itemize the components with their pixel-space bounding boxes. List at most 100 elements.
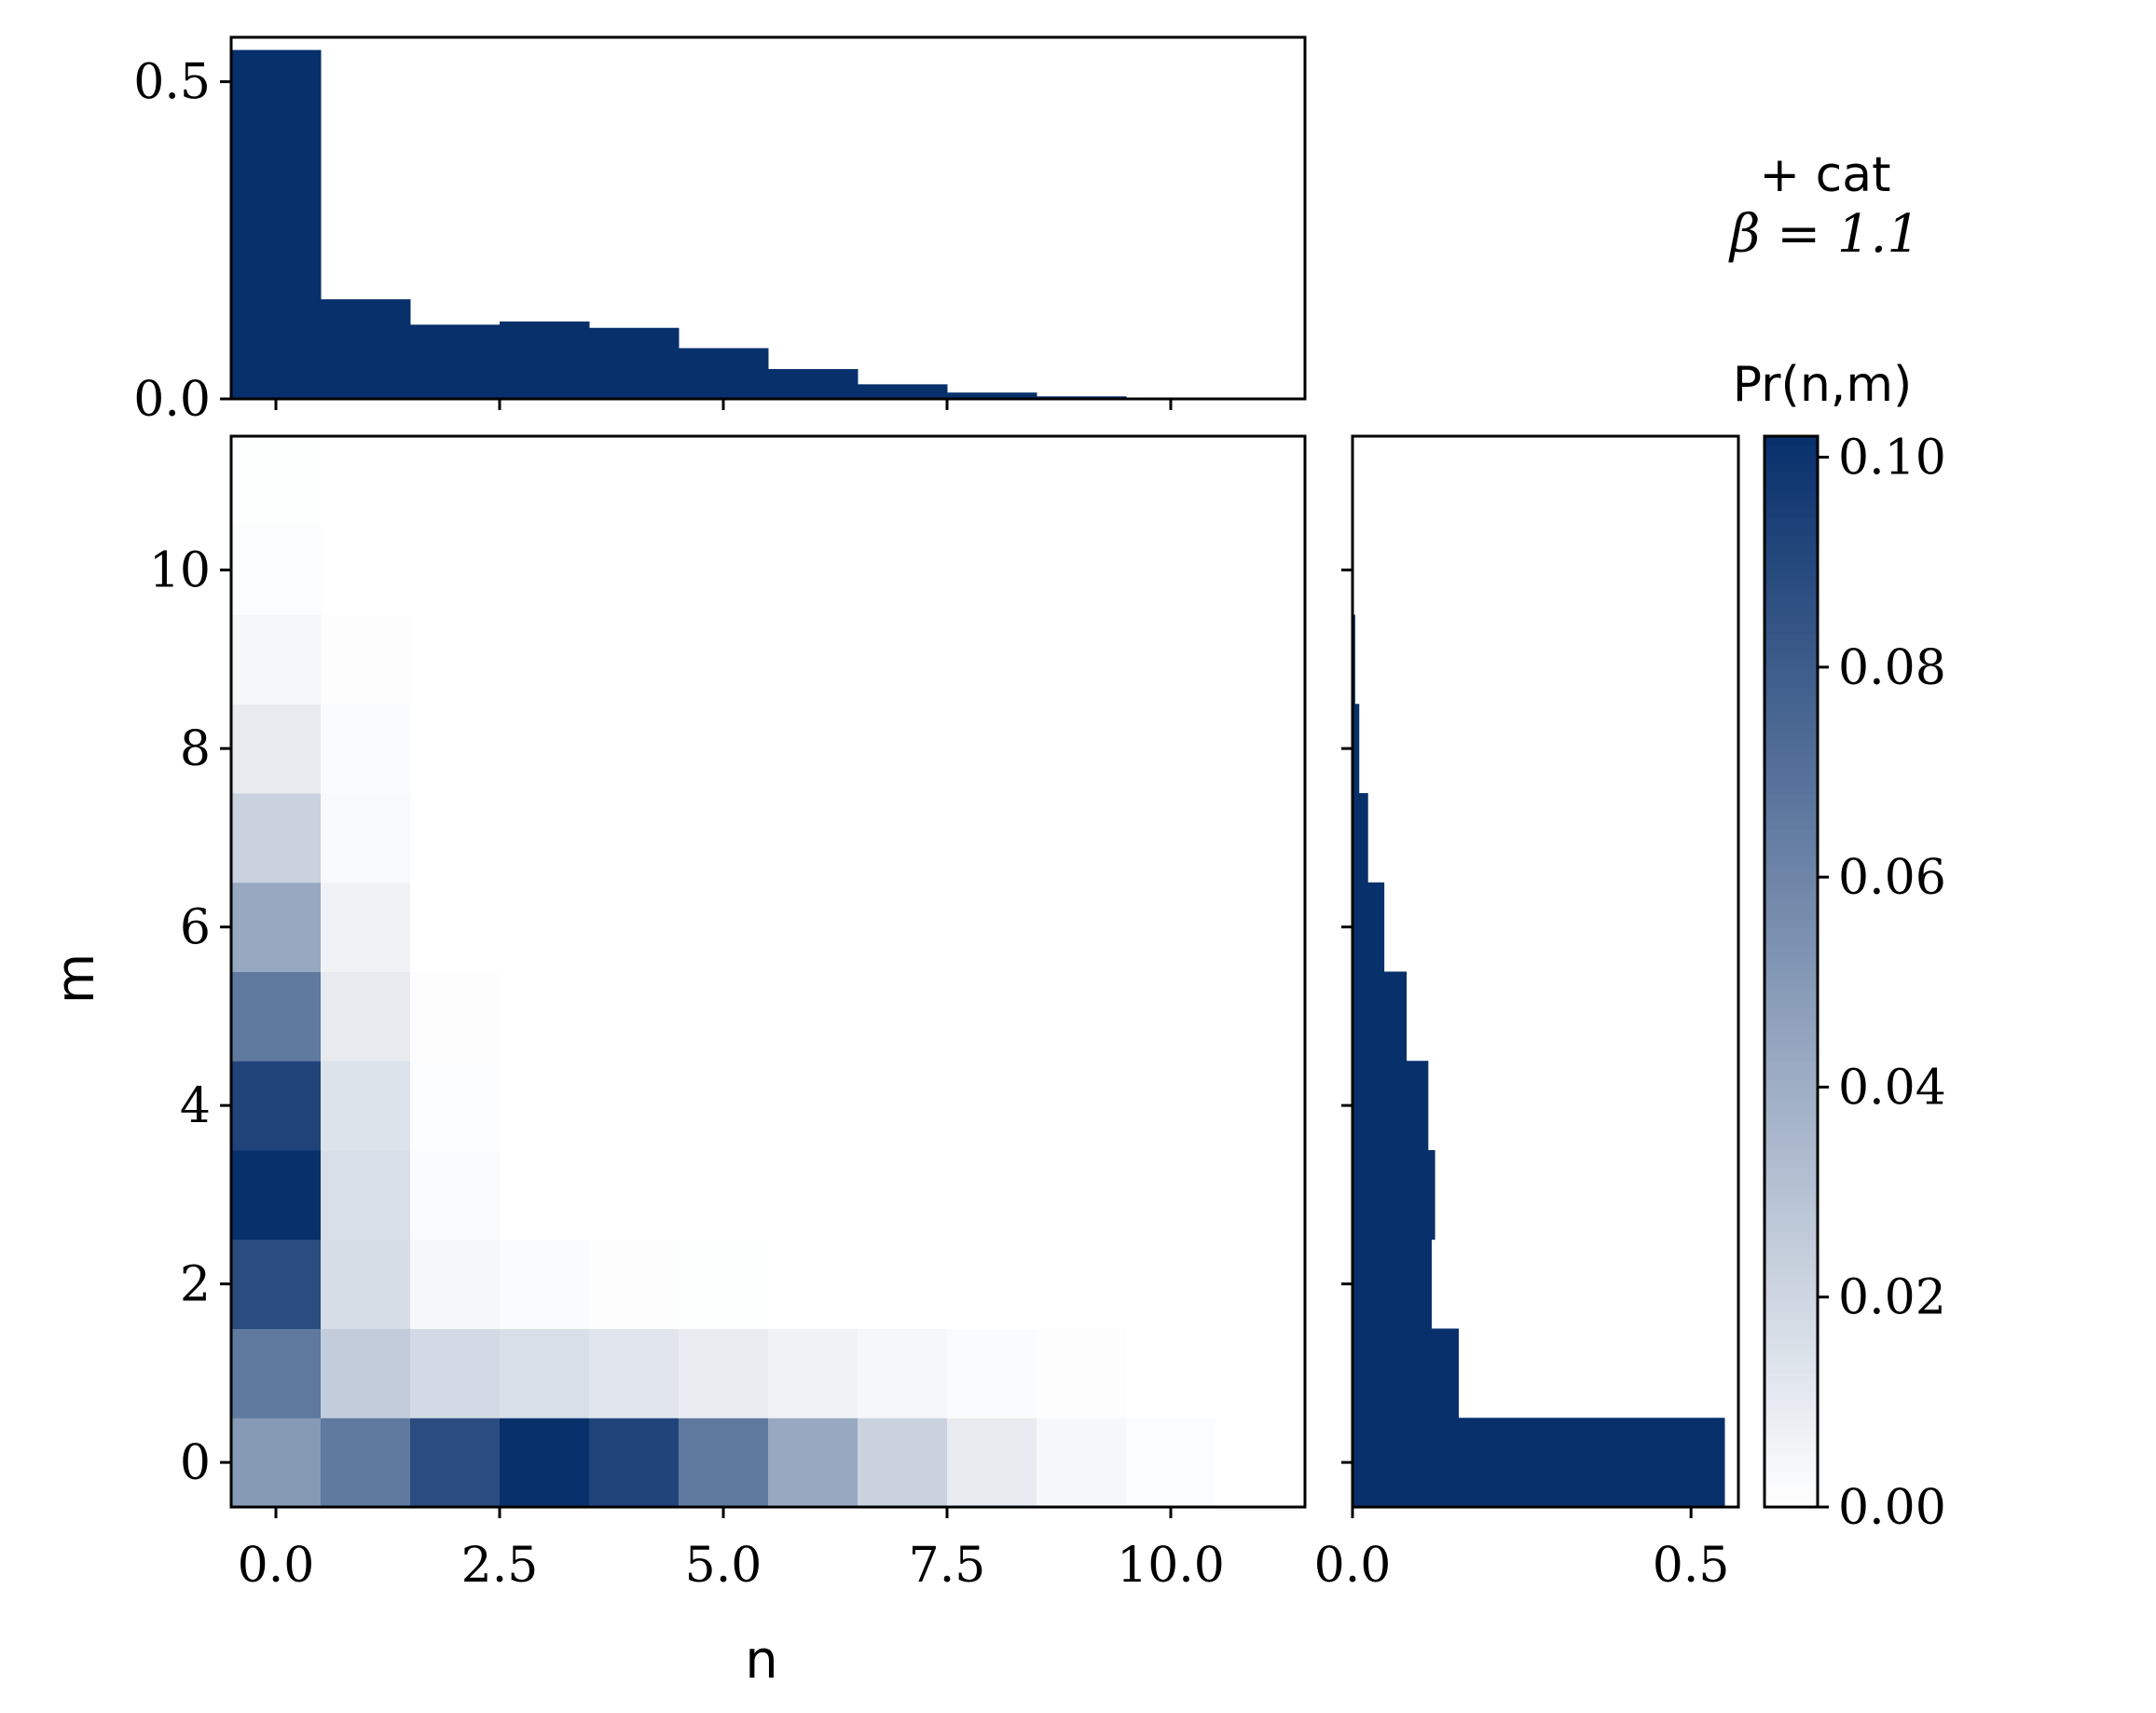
colorbar-segment xyxy=(1765,1381,1818,1392)
heatmap-cell-n11-m1 xyxy=(1215,1328,1306,1418)
heatmap-cell-n9-m7 xyxy=(1037,793,1127,884)
heatmap-cell-n4-m4 xyxy=(589,1061,680,1151)
heatmap-cell-n9-m4 xyxy=(1037,1061,1127,1151)
colorbar-segment xyxy=(1765,712,1818,723)
heatmap-cell-n7-m9 xyxy=(858,614,948,705)
heatmap-cell-n6-m8 xyxy=(768,704,858,794)
heatmap-cell-n0-m10 xyxy=(231,525,322,615)
right-marginal-histogram xyxy=(1353,436,1725,1508)
heatmap-cell-n7-m6 xyxy=(858,882,948,972)
heatmap-cell-n10-m5 xyxy=(1126,971,1216,1062)
colorbar-segment xyxy=(1765,632,1818,643)
heatmap-cell-n8-m2 xyxy=(947,1239,1037,1329)
heatmap-cell-n2-m0 xyxy=(410,1418,501,1508)
colorbar-segment xyxy=(1765,462,1818,473)
heatmap-cell-n2-m1 xyxy=(410,1328,501,1418)
colorbar-segment xyxy=(1765,1141,1818,1151)
colorbar-segment xyxy=(1765,819,1818,830)
heatmap-cell-n8-m3 xyxy=(947,1150,1037,1240)
colorbar-segment xyxy=(1765,1310,1818,1321)
heatmap-cell-n0-m1 xyxy=(231,1328,322,1418)
heatmap-cell-n9-m3 xyxy=(1037,1150,1127,1240)
colorbar-segment xyxy=(1765,542,1818,554)
colorbar-segment xyxy=(1765,1391,1818,1401)
colorbar-segment xyxy=(1765,1444,1818,1455)
colorbar-segment xyxy=(1765,694,1818,706)
heatmap-cell-n4-m10 xyxy=(589,525,680,615)
colorbar-segment xyxy=(1765,1069,1818,1080)
colorbar-segment xyxy=(1765,774,1818,786)
heatmap-cell-n8-m8 xyxy=(947,704,1037,794)
colorbar-segment xyxy=(1765,1426,1818,1437)
heatmap-cell-n5-m0 xyxy=(679,1418,769,1508)
colorbar-segment xyxy=(1765,1462,1818,1473)
heatmap-cell-n9-m6 xyxy=(1037,882,1127,972)
heatmap-cell-n3-m8 xyxy=(500,704,590,794)
right-bar-8 xyxy=(1353,704,1360,794)
colorbar-segment xyxy=(1765,489,1818,500)
heatmap-cell-n6-m3 xyxy=(768,1150,858,1240)
colorbar-segment xyxy=(1765,971,1818,981)
colorbar-segment xyxy=(1765,605,1818,616)
heatmap-cell-n11-m8 xyxy=(1215,704,1306,794)
y-tick-label: 0 xyxy=(180,1435,211,1491)
colorbar-segment xyxy=(1765,1123,1818,1133)
colorbar-segment xyxy=(1765,659,1818,669)
colorbar-segment xyxy=(1765,1096,1818,1106)
colorbar-segment xyxy=(1765,899,1818,911)
colorbar-segment xyxy=(1765,1283,1818,1294)
x-tick-label: 0.0 xyxy=(238,1538,315,1594)
heatmap-cell-n0-m9 xyxy=(231,614,322,705)
y-axis-label: m xyxy=(46,953,106,1005)
heatmap-cell-n4-m6 xyxy=(589,882,680,972)
colorbar-segment xyxy=(1765,1168,1818,1178)
colorbar-frame xyxy=(1763,434,1820,1509)
heatmap-cell-n3-m11 xyxy=(500,436,590,527)
heatmap-cell-n5-m8 xyxy=(679,704,769,794)
heatmap-cell-n0-m7 xyxy=(231,793,322,884)
right-bar-1 xyxy=(1353,1328,1460,1418)
heatmap-cell-n2-m2 xyxy=(410,1239,501,1329)
top-bar-8 xyxy=(947,392,1037,399)
heatmap-cell-n1-m9 xyxy=(321,614,411,705)
colorbar-segment xyxy=(1765,1498,1818,1508)
colorbar xyxy=(1765,436,1818,1508)
colorbar-tick-label: 0.00 xyxy=(1838,1480,1946,1536)
annotation-model: + cat xyxy=(1760,147,1891,203)
heatmap-cell-n11-m7 xyxy=(1215,793,1306,884)
heatmap-cell-n3-m1 xyxy=(500,1328,590,1418)
heatmap-cell-n2-m9 xyxy=(410,614,501,705)
heatmap-cell-n10-m10 xyxy=(1126,525,1216,615)
top-bar-4 xyxy=(589,327,680,399)
colorbar-segment xyxy=(1765,445,1818,455)
heatmap-cell-n6-m4 xyxy=(768,1061,858,1151)
colorbar-segment xyxy=(1765,998,1818,1008)
heatmap-cell-n9-m1 xyxy=(1037,1328,1127,1418)
heatmap-cell-n5-m4 xyxy=(679,1061,769,1151)
colorbar-segment xyxy=(1765,953,1818,964)
colorbar-segment xyxy=(1765,1230,1818,1240)
heatmap-cell-n8-m5 xyxy=(947,971,1037,1062)
colorbar-segment xyxy=(1765,1051,1818,1062)
heatmap-cell-n1-m2 xyxy=(321,1239,411,1329)
colorbar-segment xyxy=(1765,1131,1818,1143)
heatmap-cell-n10-m6 xyxy=(1126,882,1216,972)
colorbar-segment xyxy=(1765,962,1818,973)
heatmap-cell-n11-m4 xyxy=(1215,1061,1306,1151)
heatmap-cell-n6-m2 xyxy=(768,1239,858,1329)
colorbar-segment xyxy=(1765,1256,1818,1268)
colorbar-segment xyxy=(1765,1016,1818,1026)
colorbar-segment xyxy=(1765,1364,1818,1375)
heatmap-cell-n10-m1 xyxy=(1126,1328,1216,1418)
colorbar-segment xyxy=(1765,918,1818,928)
top-marginal-histogram xyxy=(231,49,1306,399)
heatmap-cell-n2-m8 xyxy=(410,704,501,794)
heatmap-cell-n7-m4 xyxy=(858,1061,948,1151)
heatmap-cell-n8-m0 xyxy=(947,1418,1037,1508)
colorbar-segment xyxy=(1765,873,1818,884)
colorbar-segment xyxy=(1765,944,1818,955)
heatmap-cell-n8-m9 xyxy=(947,614,1037,705)
heatmap-cell-n9-m8 xyxy=(1037,704,1127,794)
colorbar-segment xyxy=(1765,980,1818,991)
